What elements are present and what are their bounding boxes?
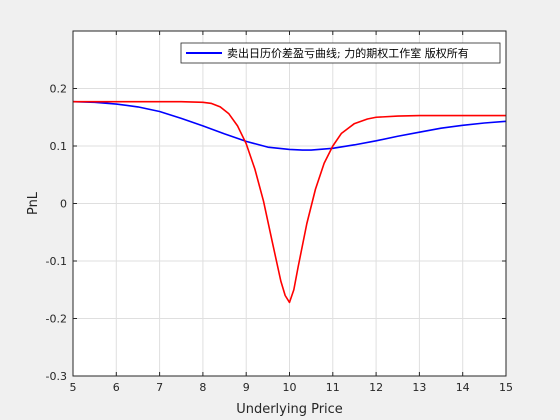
x-axis-label: Underlying Price	[236, 402, 343, 417]
y-tick-label: 0.1	[50, 140, 68, 153]
x-tick-label: 8	[199, 381, 206, 394]
x-tick-label: 5	[70, 381, 77, 394]
x-tick-label: 11	[326, 381, 340, 394]
x-tick-label: 15	[499, 381, 513, 394]
y-tick-label: -0.2	[46, 313, 67, 326]
y-axis-label: PnL	[26, 191, 41, 215]
plot-border	[72, 30, 507, 377]
series-line-1	[73, 100, 506, 304]
x-tick-label: 12	[369, 381, 383, 394]
x-tick-label: 7	[156, 381, 163, 394]
axes	[72, 30, 507, 377]
series-group	[72, 100, 507, 304]
y-tick-label: -0.3	[46, 370, 67, 383]
tick-labels: 5 6 7 8 9 10 11 12 13 14 15 -0.3 -0.2 -0.1 0 0.1 0.2	[46, 83, 513, 395]
legend-box	[180, 42, 501, 64]
x-tick-label: 13	[412, 381, 426, 394]
x-tick-label: 6	[113, 381, 120, 394]
x-tick-label: 9	[243, 381, 250, 394]
y-tick-label: 0.2	[50, 83, 68, 96]
y-tick-label: 0	[60, 198, 67, 211]
x-tick-label: 10	[283, 381, 297, 394]
legend-label: 卖出日历价差盈亏曲线; 力的期权工作室 版权所有	[227, 46, 469, 60]
y-tick-label: -0.1	[46, 255, 67, 268]
legend: 卖出日历价差盈亏曲线; 力的期权工作室 版权所有	[180, 42, 501, 64]
series-line-0	[72, 100, 507, 151]
x-tick-label: 14	[456, 381, 470, 394]
